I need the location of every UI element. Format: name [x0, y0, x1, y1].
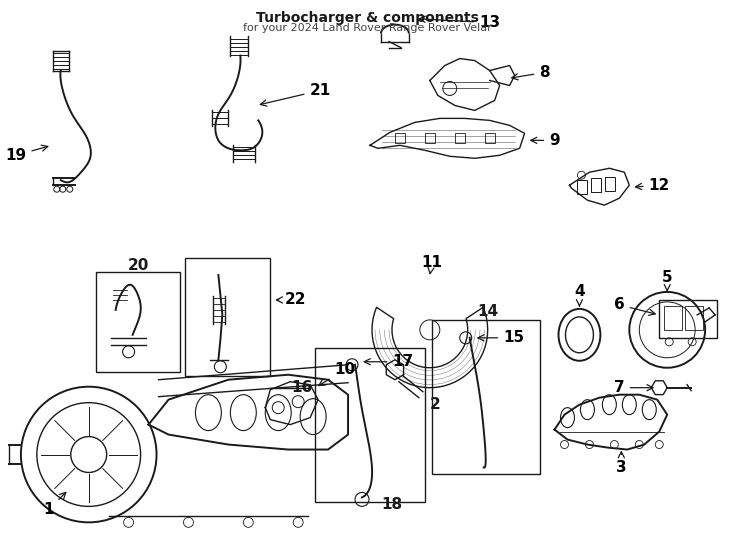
Bar	[685, 306, 703, 330]
Text: 11: 11	[421, 254, 443, 274]
Bar	[395, 133, 405, 143]
Bar	[664, 306, 682, 330]
Text: 22: 22	[277, 293, 306, 307]
Text: 15: 15	[478, 330, 524, 345]
Text: 20: 20	[128, 258, 149, 273]
Bar	[425, 133, 435, 143]
Text: 2: 2	[429, 397, 440, 412]
Bar	[186, 258, 270, 376]
Text: 4: 4	[574, 285, 585, 306]
Text: 16: 16	[291, 380, 313, 395]
Bar	[95, 272, 181, 372]
Text: 13: 13	[419, 15, 501, 30]
Bar	[606, 177, 615, 191]
Bar	[315, 348, 425, 502]
Bar	[578, 180, 587, 194]
Text: 14: 14	[477, 305, 498, 319]
Text: 21: 21	[261, 83, 331, 106]
Text: 5: 5	[662, 271, 672, 291]
Text: 6: 6	[614, 298, 655, 315]
Bar	[455, 133, 465, 143]
Text: 19: 19	[5, 145, 48, 163]
Text: 3: 3	[616, 452, 627, 475]
Text: 17: 17	[364, 354, 413, 369]
Text: 10: 10	[319, 362, 355, 386]
Text: 8: 8	[512, 65, 550, 80]
Text: 18: 18	[382, 497, 402, 512]
Text: 7: 7	[614, 380, 653, 395]
Text: Turbocharger & components: Turbocharger & components	[255, 11, 479, 25]
Text: 12: 12	[636, 178, 670, 193]
Bar	[592, 178, 601, 192]
Bar	[432, 320, 539, 475]
Bar	[484, 133, 495, 143]
Bar	[659, 300, 717, 338]
Text: for your 2024 Land Rover Range Rover Velar: for your 2024 Land Rover Range Rover Vel…	[243, 23, 491, 32]
Text: 1: 1	[43, 492, 66, 517]
Text: 9: 9	[531, 133, 560, 148]
